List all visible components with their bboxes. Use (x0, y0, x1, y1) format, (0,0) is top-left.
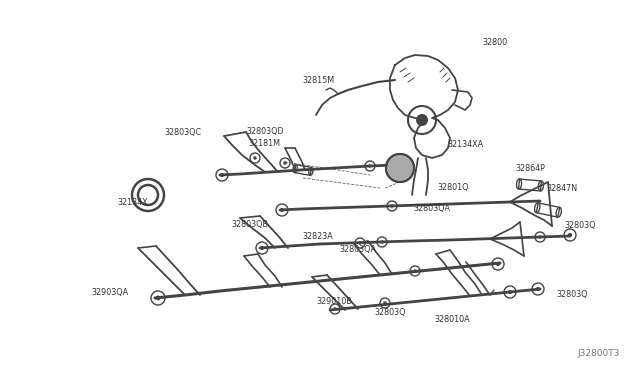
Text: 32181M: 32181M (248, 138, 280, 148)
Circle shape (380, 240, 384, 244)
Circle shape (416, 114, 428, 126)
Text: 32803QA: 32803QA (339, 244, 376, 253)
Circle shape (390, 204, 394, 208)
Circle shape (260, 246, 264, 250)
Text: 32803QC: 32803QC (164, 128, 202, 137)
Circle shape (383, 301, 387, 305)
Circle shape (284, 161, 287, 165)
Text: 32903QA: 32903QA (92, 288, 129, 296)
Circle shape (536, 287, 540, 291)
Circle shape (508, 290, 512, 294)
Circle shape (280, 208, 284, 212)
Circle shape (220, 173, 224, 177)
Text: 32800: 32800 (483, 38, 508, 46)
Circle shape (387, 155, 413, 181)
Circle shape (568, 233, 572, 237)
Circle shape (538, 235, 541, 239)
Circle shape (496, 262, 500, 266)
Circle shape (413, 269, 417, 273)
Text: 32803Q: 32803Q (556, 291, 588, 299)
Circle shape (253, 156, 257, 160)
Circle shape (156, 295, 161, 301)
Circle shape (333, 307, 337, 311)
Text: 32847N: 32847N (547, 183, 577, 192)
Text: 32823A: 32823A (303, 231, 333, 241)
Text: 32803Q: 32803Q (564, 221, 596, 230)
Text: 32815M: 32815M (302, 76, 334, 84)
Circle shape (358, 241, 362, 245)
Text: 32134X: 32134X (118, 198, 148, 206)
Circle shape (368, 164, 372, 168)
Text: 329010B: 329010B (316, 298, 352, 307)
Text: 32803QB: 32803QB (232, 219, 269, 228)
Text: 32801Q: 32801Q (437, 183, 468, 192)
Text: J32800T3: J32800T3 (578, 349, 620, 358)
Text: 32803QD: 32803QD (246, 126, 284, 135)
Text: 32803Q: 32803Q (374, 308, 406, 317)
Text: 32803QA: 32803QA (413, 203, 451, 212)
Text: 32134XA: 32134XA (447, 140, 483, 148)
Text: 32864P: 32864P (515, 164, 545, 173)
Text: 328010A: 328010A (434, 315, 470, 324)
